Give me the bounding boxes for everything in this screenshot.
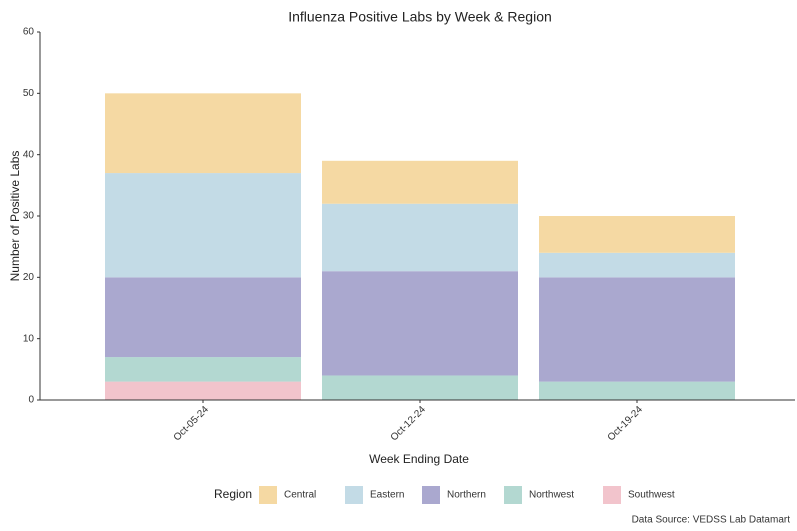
y-tick-label: 40 [23,149,35,160]
legend-label: Northwest [529,490,574,501]
bar-segment [539,216,735,253]
x-tick-label: Oct-19-24 [606,404,646,444]
bar-segment [539,277,735,382]
bar-segment [539,252,735,278]
y-tick-label: 0 [28,395,34,406]
x-tick-label: Oct-12-24 [389,404,429,444]
chart-title: Influenza Positive Labs by Week & Region [288,9,552,25]
x-axis-title: Week Ending Date [369,452,469,466]
bar-segment [322,375,518,400]
legend-label: Central [284,490,316,501]
legend-swatch [345,486,363,504]
x-tick-label: Oct-05-24 [172,404,212,444]
bar-segment [539,381,735,400]
legend-label: Northern [447,490,486,501]
bar-segment [322,160,518,204]
y-tick-label: 60 [23,27,35,38]
y-tick-label: 50 [23,88,35,99]
legend-title: Region [214,487,252,501]
bar-segment [322,271,518,376]
caption: Data Source: VEDSS Lab Datamart [632,515,791,526]
y-tick-label: 20 [23,272,35,283]
legend-swatch [259,486,277,504]
legend-label: Eastern [370,490,404,501]
legend-swatch [603,486,621,504]
bar-segment [105,93,301,174]
bar-segment [322,203,518,272]
bar-segment [105,277,301,358]
legend-swatch [504,486,522,504]
y-tick-label: 30 [23,211,35,222]
legend-label: Southwest [628,490,675,501]
y-axis-title: Number of Positive Labs [8,151,22,282]
bar-segment [105,173,301,278]
bar-segment [105,357,301,382]
bar-segment [105,381,301,400]
legend-swatch [422,486,440,504]
y-tick-label: 10 [23,333,35,344]
